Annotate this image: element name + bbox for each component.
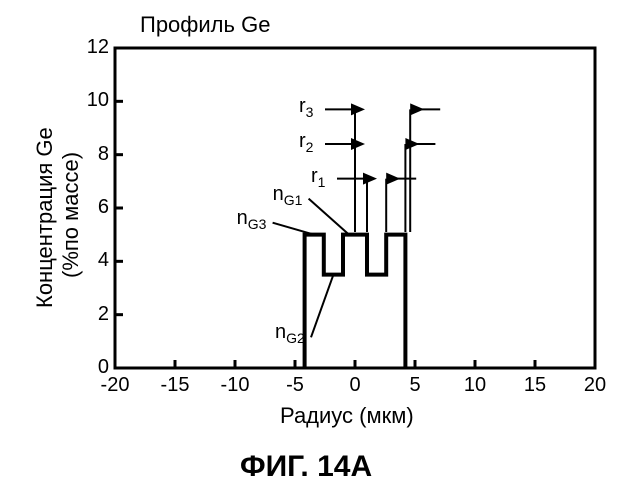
x-tick-label: -10 [215, 374, 255, 397]
x-tick-label: 5 [395, 374, 435, 397]
x-tick-label: 10 [455, 374, 495, 397]
annotation-text: nG1 [273, 183, 303, 208]
y-tick-label: 10 [69, 89, 109, 112]
annotation-text: r2 [299, 130, 313, 155]
annotation-text: r1 [311, 165, 325, 190]
x-axis-label: Радиус (мкм) [280, 403, 414, 429]
annotation-text: nG2 [275, 321, 305, 346]
annotation-text: nG3 [237, 207, 267, 232]
x-tick-label: 0 [335, 374, 375, 397]
y-tick-label: 8 [69, 143, 109, 166]
y-tick-label: 2 [69, 303, 109, 326]
y-tick-label: 4 [69, 249, 109, 272]
figure-number-label: ФИГ. 14A [240, 450, 372, 484]
x-tick-label: 20 [575, 374, 615, 397]
annotation-text: r3 [299, 95, 313, 120]
y-tick-label: 12 [69, 36, 109, 59]
y-tick-label: 6 [69, 196, 109, 219]
x-tick-label: 15 [515, 374, 555, 397]
x-tick-label: -5 [275, 374, 315, 397]
x-tick-label: -15 [155, 374, 195, 397]
y-tick-label: 0 [69, 356, 109, 379]
figure-container: Профиль Ge Концентрация Ge (%по массе) Р… [0, 0, 641, 500]
